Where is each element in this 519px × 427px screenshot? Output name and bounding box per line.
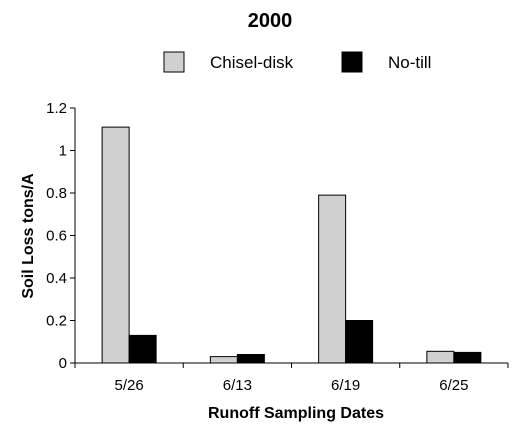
legend-label-chisel-disk: Chisel-disk [210,53,294,72]
bar-no-till-5-26 [128,334,157,364]
x-tick-label: 5/26 [115,377,144,394]
chart-title: 2000 [248,10,293,32]
legend-swatch-no-till [341,51,363,73]
y-tick-label: 0.6 [46,228,67,245]
bar-no-till-6-13 [236,354,265,364]
x-axis-title: Runoff Sampling Dates [208,405,384,422]
x-tick-label: 6/25 [439,377,468,394]
bar-no-till-6-25 [453,351,482,364]
x-axis-ticks: 5/26 6/13 6/19 6/25 [74,363,509,394]
bars [101,126,482,364]
legend-swatch-chisel-disk [163,51,185,73]
bar-chisel-disk-6-19 [318,194,347,364]
bar-no-till-6-19 [345,320,374,364]
y-tick-label: 0 [59,355,67,372]
y-tick-label: 0.2 [46,313,67,330]
y-tick-label: 1.2 [46,100,67,117]
y-axis-title: Soil Loss tons/A [20,173,37,299]
bar-chisel-disk-6-25 [426,350,455,364]
bar-chisel-disk-6-13 [209,356,238,364]
y-axis-ticks: 0 0.2 0.4 0.6 0.8 1 1.2 [46,100,75,372]
y-tick-label: 1 [59,143,67,160]
x-tick-label: 6/13 [223,377,252,394]
legend: Chisel-disk No-till [163,51,431,73]
legend-label-no-till: No-till [388,53,431,72]
y-tick-label: 0.8 [46,185,67,202]
bar-chisel-disk-5-26 [101,126,130,364]
y-tick-label: 0.4 [46,270,67,287]
x-tick-label: 6/19 [331,377,360,394]
